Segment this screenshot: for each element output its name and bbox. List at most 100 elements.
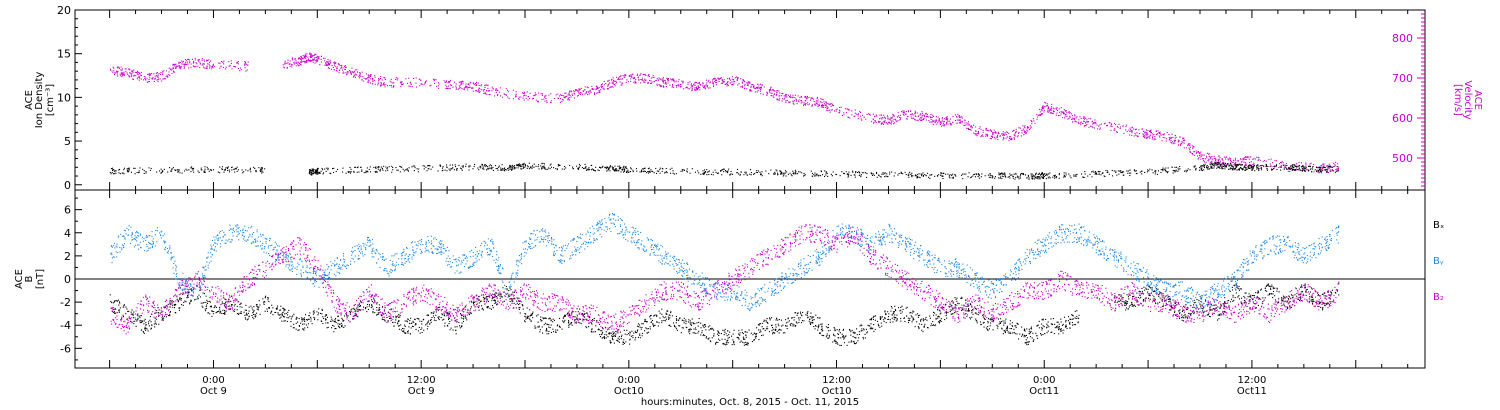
- density-point: [1331, 166, 1333, 168]
- velocity-point: [958, 116, 960, 118]
- density-point: [186, 169, 188, 171]
- velocity-point: [455, 88, 457, 90]
- velocity-point: [445, 81, 447, 83]
- velocity-point: [525, 95, 527, 97]
- density-point: [987, 174, 989, 176]
- velocity-point: [113, 70, 115, 72]
- density-point: [612, 167, 614, 169]
- velocity-point: [592, 88, 594, 90]
- velocity-point: [695, 87, 697, 89]
- density-point: [177, 169, 179, 171]
- velocity-point: [598, 91, 600, 93]
- bx-point: [303, 329, 305, 331]
- velocity-point: [131, 75, 133, 77]
- velocity-point: [380, 85, 382, 87]
- velocity-point: [737, 77, 739, 79]
- velocity-point: [706, 79, 708, 81]
- velocity-point: [892, 114, 894, 116]
- velocity-point: [297, 58, 299, 60]
- bx-point: [245, 314, 247, 316]
- density-point: [1308, 170, 1310, 172]
- bx-point: [234, 308, 236, 310]
- density-point: [411, 166, 413, 168]
- density-point: [624, 169, 626, 171]
- bx-point: [130, 311, 132, 313]
- velocity-point: [1196, 152, 1198, 154]
- velocity-point: [1211, 155, 1213, 157]
- bx-point: [274, 312, 276, 314]
- velocity-point: [1203, 154, 1205, 156]
- velocity-point: [538, 92, 540, 94]
- velocity-point: [485, 84, 487, 86]
- density-point: [1130, 172, 1132, 174]
- velocity-point: [987, 134, 989, 136]
- density-point: [1031, 173, 1033, 175]
- velocity-point: [303, 56, 305, 58]
- velocity-point: [188, 59, 190, 61]
- bx-point: [308, 315, 310, 317]
- velocity-point: [1133, 128, 1135, 130]
- density-point: [1238, 169, 1240, 171]
- velocity-point: [1080, 121, 1082, 123]
- velocity-point: [1245, 164, 1247, 166]
- velocity-point: [1149, 131, 1151, 133]
- velocity-point: [1115, 124, 1117, 126]
- velocity-point: [1217, 159, 1219, 161]
- velocity-point: [329, 59, 331, 61]
- density-point: [949, 177, 951, 179]
- bx-point: [253, 311, 255, 313]
- velocity-point: [697, 87, 699, 89]
- density-point: [485, 165, 487, 167]
- density-point: [1260, 165, 1262, 167]
- velocity-point: [1041, 113, 1043, 115]
- density-point: [468, 166, 470, 168]
- velocity-point: [578, 93, 580, 95]
- density-point: [1225, 166, 1227, 168]
- velocity-point: [1042, 105, 1044, 107]
- bottom-left-tick-label: -4: [60, 319, 71, 332]
- velocity-point: [1242, 157, 1244, 159]
- density-point: [780, 173, 782, 175]
- velocity-point: [868, 113, 870, 115]
- density-point: [1116, 174, 1118, 176]
- velocity-point: [1209, 157, 1211, 159]
- velocity-point: [832, 105, 834, 107]
- bx-point: [176, 298, 178, 300]
- density-point: [1063, 174, 1065, 176]
- velocity-point: [469, 82, 471, 84]
- density-point: [1099, 171, 1101, 173]
- density-point: [188, 169, 190, 171]
- density-point: [885, 175, 887, 177]
- velocity-point: [1090, 118, 1092, 120]
- density-point: [1239, 166, 1241, 168]
- velocity-point: [982, 135, 984, 137]
- velocity-point: [117, 75, 119, 77]
- velocity-point: [818, 103, 820, 105]
- velocity-point: [621, 84, 623, 86]
- density-point: [513, 166, 515, 168]
- velocity-point: [515, 91, 517, 93]
- density-point: [739, 174, 741, 176]
- velocity-point: [638, 76, 640, 78]
- density-point: [999, 173, 1001, 175]
- density-point: [1233, 167, 1235, 169]
- velocity-point: [372, 78, 374, 80]
- density-point: [317, 168, 319, 170]
- velocity-point: [949, 118, 951, 120]
- density-point: [261, 168, 263, 170]
- density-point: [1162, 169, 1164, 171]
- velocity-point: [752, 84, 754, 86]
- density-point: [602, 165, 604, 167]
- bx-point: [171, 301, 173, 303]
- velocity-point: [152, 77, 154, 79]
- velocity-point: [387, 85, 389, 87]
- velocity-point: [229, 65, 231, 67]
- velocity-point: [129, 69, 131, 71]
- velocity-point: [943, 124, 945, 126]
- velocity-point: [210, 60, 212, 62]
- velocity-point: [310, 53, 312, 55]
- velocity-point: [1225, 156, 1227, 158]
- density-point: [313, 170, 315, 172]
- velocity-point: [1136, 135, 1138, 137]
- density-point: [876, 171, 878, 173]
